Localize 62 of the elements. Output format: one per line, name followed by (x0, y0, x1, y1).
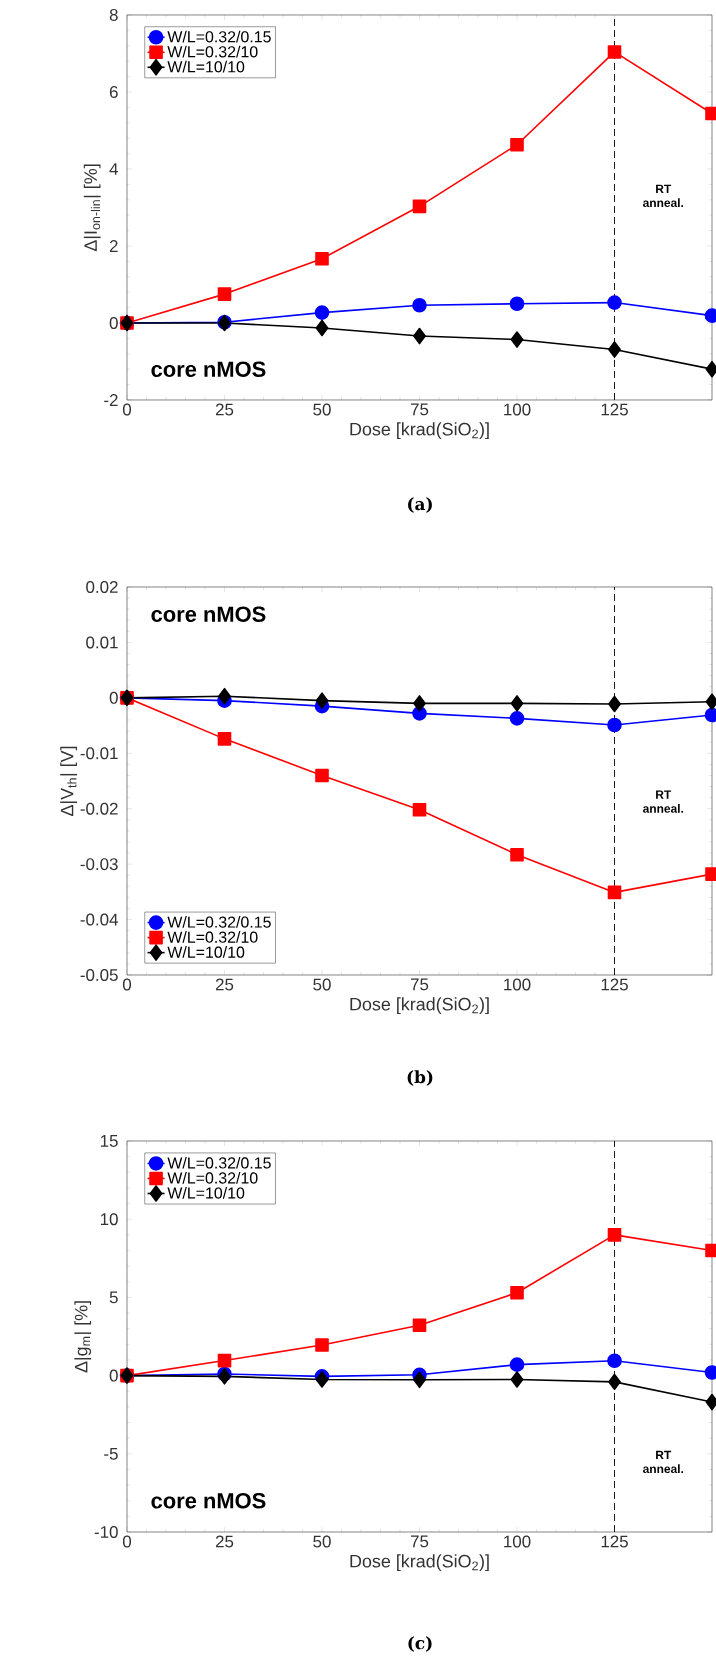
text: (b) (407, 1070, 433, 1086)
y-tick-label: -5 (104, 1447, 118, 1460)
y-axis-title: Δ|V$_{th}$| [V] (60, 746, 78, 817)
y-tick-label: -10 (94, 1526, 118, 1538)
y-tick-label: 0 (109, 691, 118, 704)
y-tick-label: 0.02 (86, 581, 118, 593)
x-tick-label: 75 (410, 403, 429, 416)
x-tick-label: 50 (313, 403, 331, 416)
y-tick-label: 5 (109, 1291, 118, 1304)
annotation: RT anneal. (643, 184, 684, 208)
y-tick-label: -0.01 (80, 747, 118, 760)
y-tick-label: 0 (109, 316, 118, 329)
y-tick-label: -0.02 (80, 802, 118, 815)
y-tick-label: 0 (109, 1369, 118, 1382)
annotation: core nMOS (151, 1492, 266, 1509)
y-tick-label: 2 (109, 240, 118, 252)
legend-label: W/L=0.32/0.15 (167, 916, 271, 928)
y-tick-label: -0.05 (80, 968, 118, 981)
legend-label: W/L=0.32/10 (167, 45, 258, 58)
y-tick-label: 10 (100, 1213, 118, 1226)
x-tick-label: 25 (215, 1535, 234, 1548)
x-tick-label: 75 (410, 1535, 429, 1548)
y-tick-label: -2 (104, 394, 118, 406)
text: (a) (408, 497, 432, 513)
x-tick-label: 25 (215, 978, 234, 991)
annotation: RT anneal. (643, 1450, 684, 1474)
legend-label: W/L=10/10 (167, 946, 245, 958)
x-axis-title: Dose [krad(SiO$_{2}$)] (350, 997, 489, 1015)
y-tick-label: -0.03 (80, 858, 118, 871)
y-tick-label: 0.01 (86, 636, 118, 649)
y-axis-title: Δ|g$_{m}$| [%] (74, 1301, 92, 1373)
legend-label: W/L=0.32/0.15 (167, 30, 271, 43)
y-tick-label: 4 (109, 163, 118, 175)
legend-label: W/L=0.32/10 (167, 1171, 258, 1184)
y-tick-label: 8 (109, 8, 118, 21)
annotation: core nMOS (151, 361, 266, 377)
legend-label: W/L=10/10 (167, 60, 245, 73)
x-tick-label: 0 (122, 403, 132, 416)
x-tick-label: 75 (410, 978, 429, 991)
x-tick-label: 50 (313, 978, 331, 991)
legend-label: W/L=10/10 (167, 1186, 245, 1199)
x-tick-label: 0 (122, 978, 132, 991)
x-tick-label: 100 (504, 403, 531, 416)
y-tick-label: -0.04 (80, 913, 118, 926)
x-tick-label: 0 (122, 1535, 132, 1548)
x-tick-label: 100 (504, 1535, 531, 1548)
y-tick-label: 6 (109, 85, 118, 98)
x-axis-title: Dose [krad(SiO$_{2}$)] (350, 422, 489, 440)
legend-label: W/L=0.32/10 (167, 931, 258, 943)
y-tick-label: 15 (100, 1135, 118, 1147)
x-axis-title: Dose [krad(SiO$_{2}$)] (350, 1554, 489, 1572)
x-tick-label: 50 (313, 1535, 331, 1548)
y-axis-title: Δ|I$_{on-lin}$| [%] (83, 164, 101, 252)
x-tick-label: 100 (504, 978, 531, 991)
text: (c) (408, 1636, 432, 1652)
x-tick-label: 25 (215, 403, 234, 416)
legend-label: W/L=0.32/0.15 (167, 1156, 271, 1169)
annotation: core nMOS (151, 606, 266, 622)
x-tick-label: 125 (601, 403, 628, 416)
x-tick-label: 125 (601, 1535, 628, 1548)
x-tick-label: 125 (601, 978, 628, 991)
annotation: RT anneal. (643, 790, 684, 813)
